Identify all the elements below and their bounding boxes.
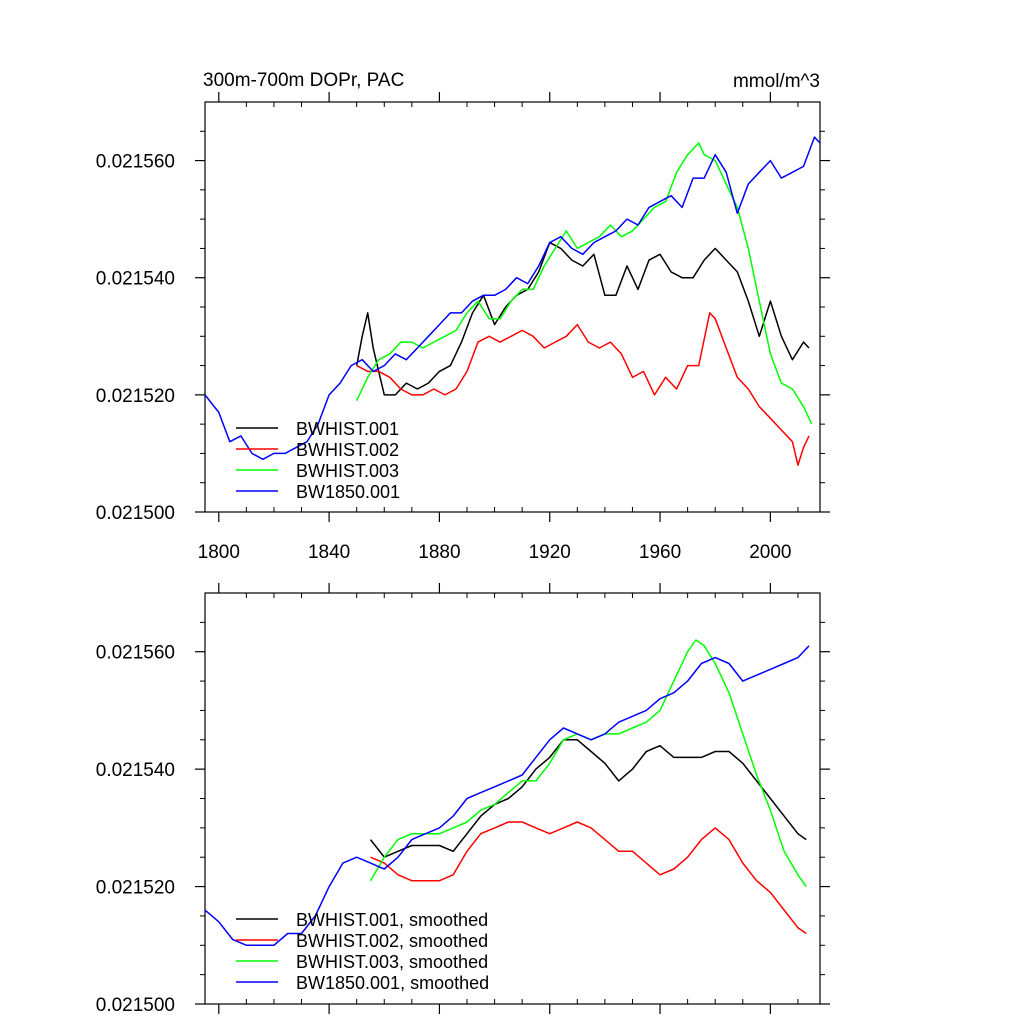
series-line-bwhist-002 [356, 312, 810, 466]
x-tick-label: 1920 [529, 542, 571, 563]
y-tick-label: 0.021540 [96, 760, 175, 781]
chart-bottom-panel: 0.021500 0.021520 0.021540 0.021560 BWHIST.0… [96, 583, 830, 1016]
legend-label: BWHIST.001, smoothed [296, 910, 488, 930]
legend-label: BWHIST.001 [296, 419, 399, 439]
legend-label: BWHIST.003 [296, 461, 399, 481]
chart-top-panel: 300m-700m DOPr, PAC mmol/m^3 1800 1840 188… [96, 70, 830, 563]
series-line-bwhist-003 [356, 142, 813, 425]
legend-label: BWHIST.002, smoothed [296, 931, 488, 951]
y-tick-label: 0.021560 [96, 643, 175, 664]
series-line-bwhist-001-smoothed [369, 739, 807, 858]
x-tick-label: 1880 [418, 542, 460, 563]
legend-label: BWHIST.002 [296, 440, 399, 460]
x-tick-label: 1840 [308, 542, 350, 563]
units-label: mmol/m^3 [733, 71, 820, 92]
y-tick-label: 0.021520 [96, 386, 175, 407]
y-tick-label: 0.021520 [96, 878, 175, 899]
legend-label: BWHIST.003, smoothed [296, 952, 488, 972]
x-tick-label: 1960 [639, 542, 681, 563]
series-line-bw1850-001-smoothed [204, 645, 810, 947]
series-line-bwhist-003-smoothed [369, 639, 807, 888]
y-tick-label: 0.021500 [96, 995, 175, 1016]
y-tick-label: 0.021560 [96, 152, 175, 173]
x-tick-label: 2000 [749, 542, 791, 563]
chart-title: 300m-700m DOPr, PAC [203, 70, 404, 91]
y-tick-label: 0.021500 [96, 503, 175, 524]
series-line-bw1850-001 [204, 136, 821, 461]
y-tick-label: 0.021540 [96, 269, 175, 290]
legend-label: BW1850.001 [296, 482, 400, 502]
series-line-bwhist-002-smoothed [370, 821, 807, 935]
series-line-bwhist-001 [355, 241, 810, 396]
legend-label: BW1850.001, smoothed [296, 973, 489, 993]
x-tick-label: 1800 [198, 542, 240, 563]
